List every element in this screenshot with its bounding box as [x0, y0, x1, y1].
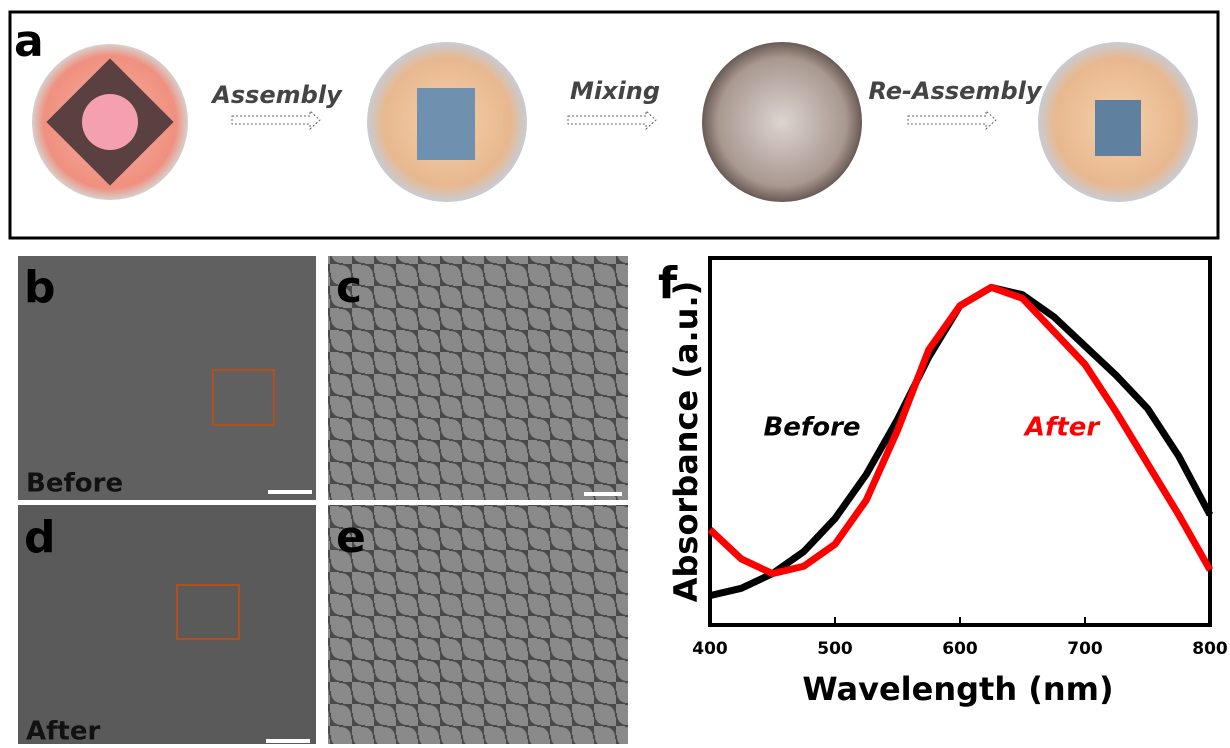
sem-image: [18, 505, 316, 744]
arrow: [232, 111, 320, 129]
step-label: Re-Assembly: [868, 77, 1042, 105]
step-label: Mixing: [570, 77, 660, 105]
panel-label: a: [14, 16, 44, 67]
photo-content: [1095, 100, 1141, 156]
sem-label: After: [26, 717, 100, 745]
x-axis-label: Wavelength (nm): [802, 670, 1113, 708]
x-tick-label: 400: [692, 639, 728, 659]
x-tick-label: 600: [942, 639, 978, 659]
panel-frame: [10, 12, 1218, 238]
y-axis-label: Absorbance (a.u.): [667, 281, 705, 603]
sem-panels: b c d e Before After: [18, 256, 628, 744]
sem-label: Before: [26, 469, 123, 499]
sem-image: [18, 256, 316, 500]
panel-label: d: [24, 512, 56, 563]
panel-label: c: [336, 262, 362, 313]
arrow: [908, 111, 996, 129]
photo-content: [82, 94, 138, 150]
sem-image: [328, 505, 628, 744]
series-label: Before: [763, 413, 860, 443]
sem-image: [328, 256, 628, 500]
photo-content: [417, 88, 475, 160]
figure: a Assembly Mixing Re-Assembly b c d e Be…: [0, 0, 1230, 744]
panel-label: b: [24, 262, 56, 313]
x-tick-label: 800: [1192, 639, 1228, 659]
x-tick-label: 500: [817, 639, 853, 659]
arrow: [568, 111, 656, 129]
step-label: Assembly: [210, 81, 343, 109]
panel-label: e: [336, 512, 366, 563]
series-label: After: [1023, 413, 1101, 443]
photo: [702, 42, 862, 202]
panel-a: a Assembly Mixing Re-Assembly: [10, 12, 1218, 238]
x-tick-label: 700: [1067, 639, 1103, 659]
